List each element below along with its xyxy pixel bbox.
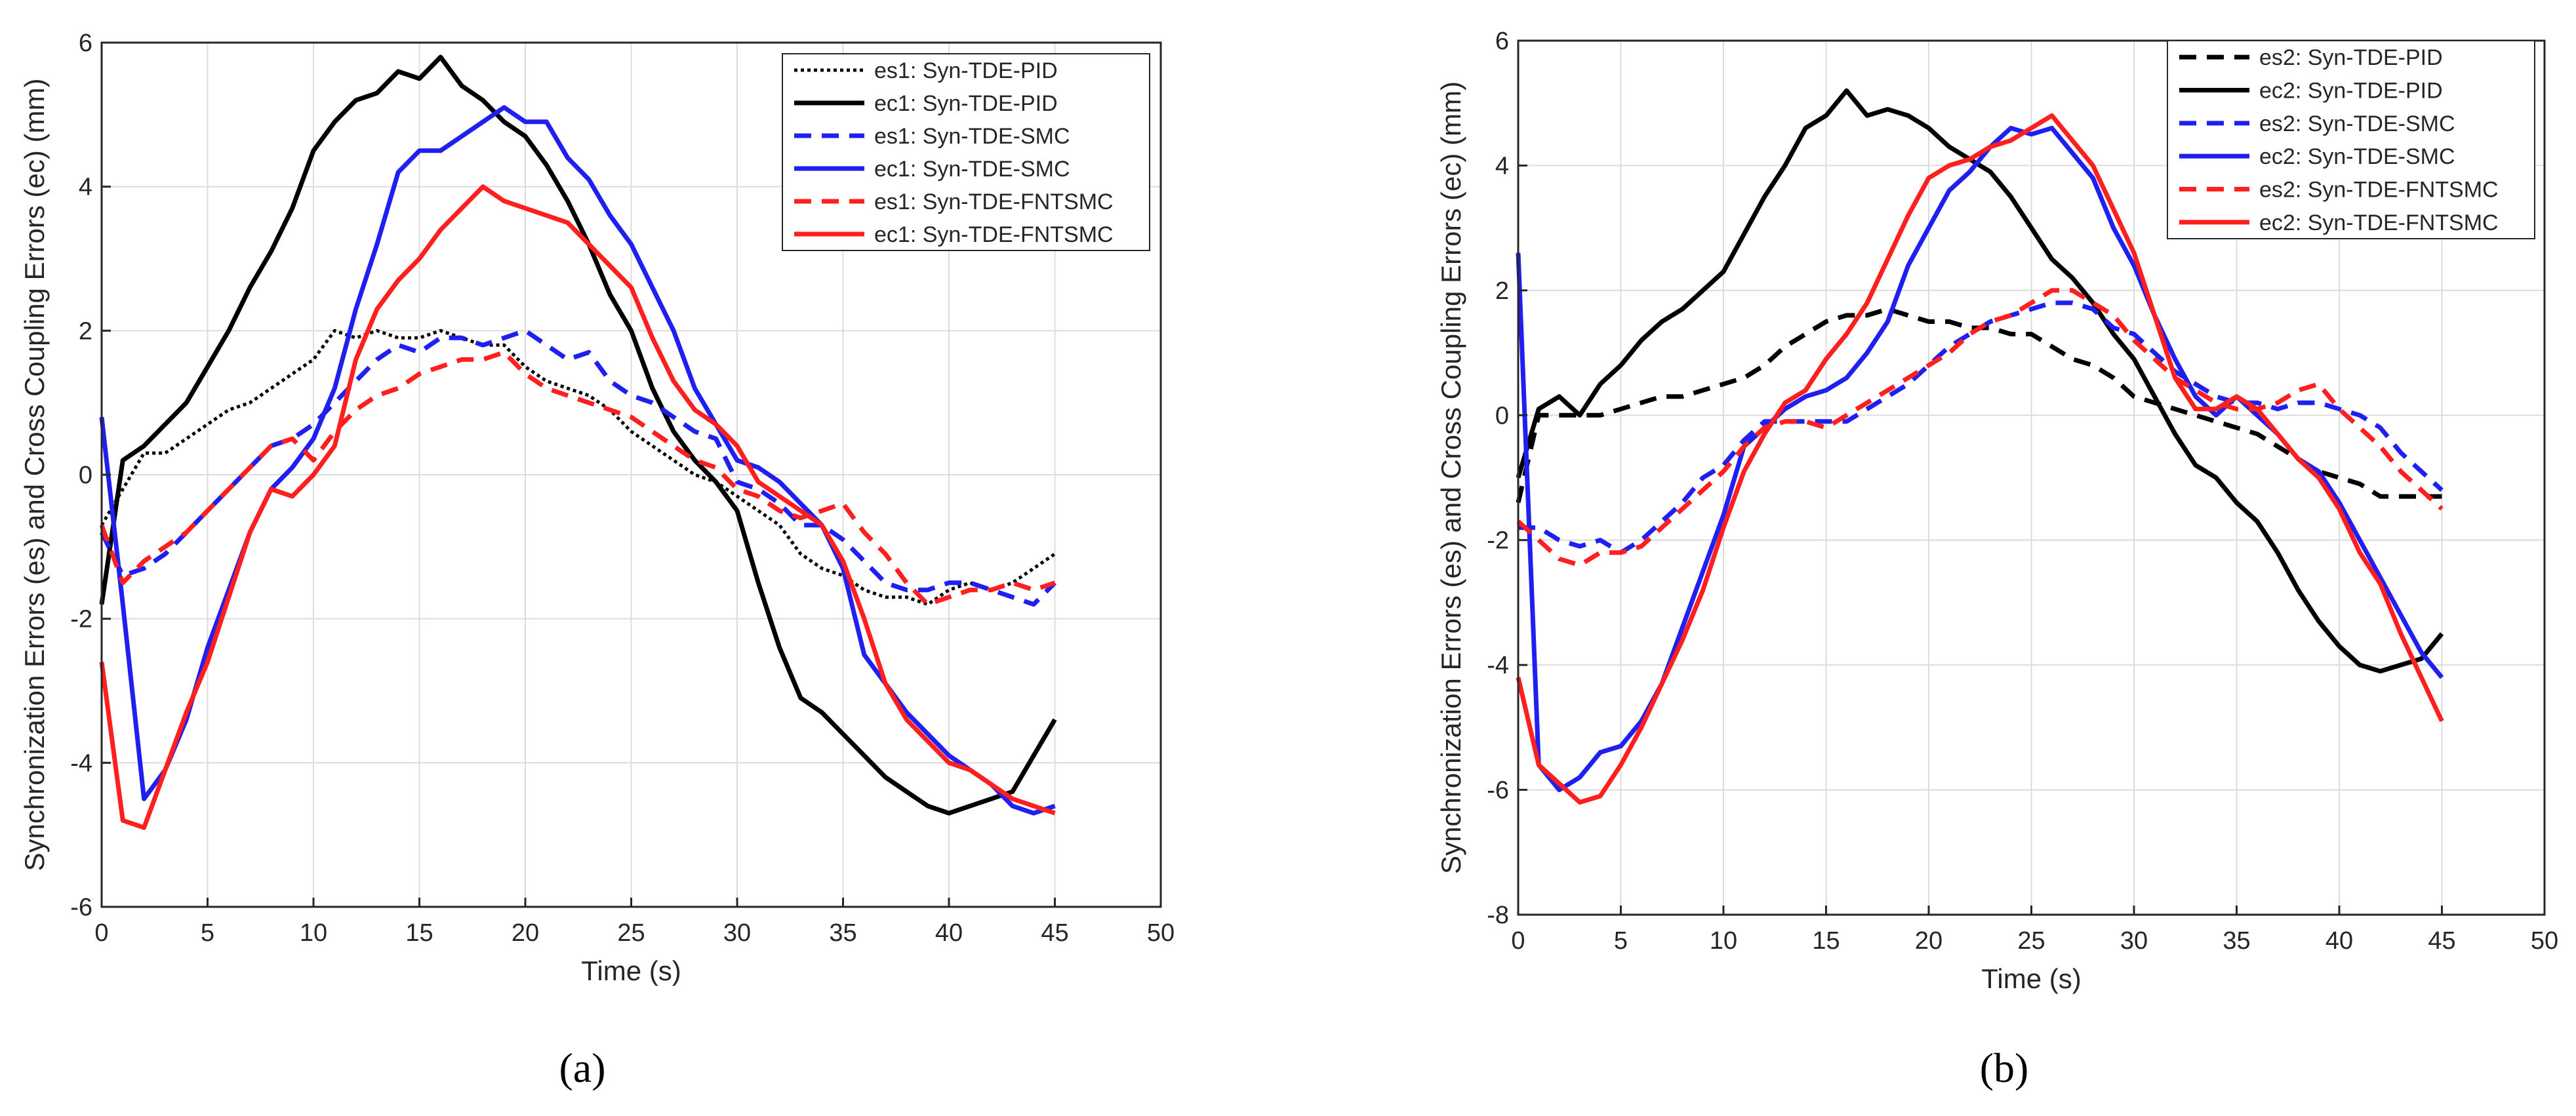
x-tick-label: 5 (1614, 927, 1628, 955)
y-tick-label: 2 (79, 317, 92, 345)
y-tick-label: 0 (79, 462, 92, 489)
x-tick-label: 0 (94, 919, 108, 947)
y-tick-label: -2 (1487, 527, 1509, 555)
legend-label-3: es2: Syn-TDE-SMC (2259, 111, 2455, 136)
y-tick-label: 4 (79, 174, 92, 201)
y-tick-label: 6 (79, 30, 92, 57)
y-axis-label: Synchronization Errors (es) and Cross Co… (19, 79, 50, 871)
panel-b: 0 5 10 15 20 25 30 35 40 45 50 -8 -6 -4 -2 0 2 4 6 Time (s)… (1436, 28, 2558, 994)
x-tick-label: 10 (300, 919, 327, 947)
legend-box (2167, 40, 2535, 239)
series-line-5 (99, 349, 1056, 607)
y-tick-label: -8 (1487, 902, 1509, 929)
y-tick-label: -6 (1487, 777, 1509, 805)
x-axis-label: Time (s) (1981, 963, 2081, 994)
caption-b: (b) (1980, 1045, 2029, 1091)
x-tick-label: 20 (512, 919, 539, 947)
y-tick-label: -6 (70, 894, 92, 921)
x-tick-label: 5 (201, 919, 214, 947)
x-tick-label: 40 (935, 919, 963, 947)
series-line-1 (100, 329, 1056, 607)
y-tick-label: 4 (1495, 152, 1509, 180)
legend-label-4: ec1: Syn-TDE-SMC (874, 157, 1070, 182)
x-tick-label: 35 (2223, 927, 2250, 955)
x-tick-label: 45 (2428, 927, 2455, 955)
y-tick-label: -2 (70, 606, 92, 633)
x-tick-label: 40 (2325, 927, 2353, 955)
y-axis-label: Synchronization Errors (es) and Cross Co… (1436, 81, 1466, 874)
y-tick-label: 2 (1495, 277, 1509, 305)
legend-label-1: es2: Syn-TDE-PID (2259, 45, 2443, 70)
panel-a: 0 5 10 15 20 25 30 35 40 45 50 -6 -4 -2 0 2 4 6 Time (s) Sy… (19, 30, 1175, 986)
caption-a: (a) (559, 1045, 605, 1091)
y-tick-label: -4 (1487, 652, 1509, 679)
x-tick-label: 45 (1041, 919, 1068, 947)
x-tick-label: 30 (723, 919, 751, 947)
legend: es1: Syn-TDE-PID ec1: Syn-TDE-PID es1: Syn… (782, 53, 1150, 251)
legend-label-2: ec1: Syn-TDE-PID (874, 91, 1058, 116)
series-line-2 (1516, 88, 2444, 674)
x-tick-label: 35 (829, 919, 856, 947)
series-line-6 (99, 184, 1056, 830)
series-line-6 (1516, 113, 2444, 805)
series-line-5 (1516, 288, 2444, 568)
legend-label-6: ec2: Syn-TDE-FNTSMC (2259, 210, 2499, 235)
legend-label-5: es2: Syn-TDE-FNTSMC (2259, 178, 2499, 203)
y-tick-label: 6 (1495, 28, 1509, 55)
x-tick-label: 25 (617, 919, 645, 947)
x-tick-label: 50 (1147, 919, 1175, 947)
legend: es2: Syn-TDE-PID ec2: Syn-TDE-PID es2: Syn… (2167, 40, 2535, 239)
x-tick-label: 30 (2120, 927, 2148, 955)
x-tick-label: 50 (2531, 927, 2558, 955)
legend-box (782, 53, 1150, 251)
x-tick-label: 25 (2017, 927, 2045, 955)
x-tick-label: 15 (405, 919, 433, 947)
legend-label-3: es1: Syn-TDE-SMC (874, 124, 1070, 149)
legend-label-4: ec2: Syn-TDE-SMC (2259, 144, 2455, 169)
legend-label-2: ec2: Syn-TDE-PID (2259, 79, 2443, 104)
legend-label-5: es1: Syn-TDE-FNTSMC (874, 189, 1114, 214)
x-tick-label: 15 (1812, 927, 1840, 955)
x-tick-label: 20 (1915, 927, 1942, 955)
y-tick-label: 0 (1495, 402, 1509, 429)
x-tick-label: 10 (1710, 927, 1737, 955)
y-tick-label: -4 (70, 749, 92, 777)
x-tick-label: 0 (1511, 927, 1525, 955)
legend-label-6: ec1: Syn-TDE-FNTSMC (874, 222, 1114, 247)
x-axis-label: Time (s) (581, 955, 681, 986)
legend-label-1: es1: Syn-TDE-PID (874, 58, 1058, 83)
series-line-2 (99, 54, 1057, 816)
